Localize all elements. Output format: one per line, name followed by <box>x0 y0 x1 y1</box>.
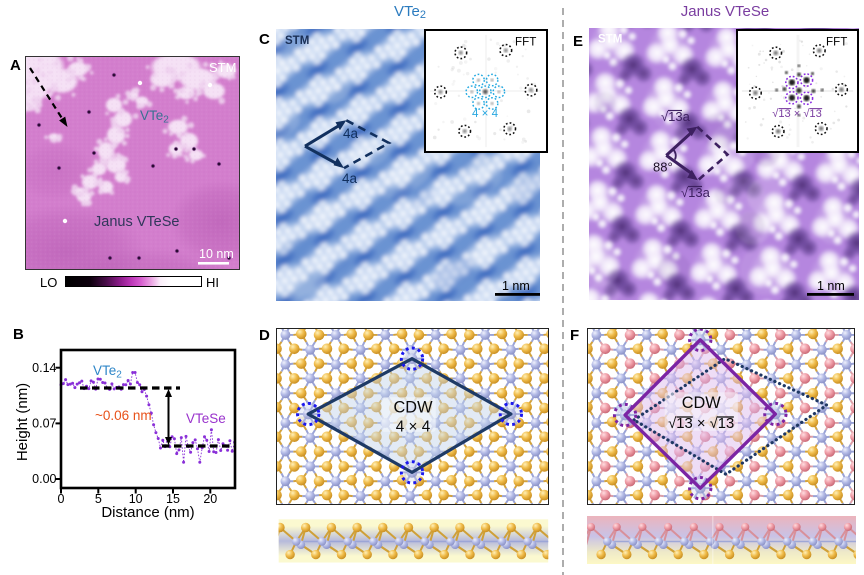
svg-text:VTeSe: VTeSe <box>186 411 226 426</box>
svg-text:Janus VTeSe: Janus VTeSe <box>94 214 179 230</box>
svg-text:1 nm: 1 nm <box>817 279 845 293</box>
svg-text:4 × 4: 4 × 4 <box>472 107 499 120</box>
svg-text:0: 0 <box>58 492 65 506</box>
svg-text:STM: STM <box>209 60 236 75</box>
svg-text:88°: 88° <box>653 160 673 175</box>
svg-text:VTe2: VTe2 <box>140 108 169 126</box>
svg-text:5: 5 <box>95 492 102 506</box>
svg-text:1 nm: 1 nm <box>502 279 530 293</box>
svg-text:√13 × √13: √13 × √13 <box>668 416 734 432</box>
svg-text:FFT: FFT <box>826 36 847 49</box>
svg-text:√13 × √13: √13 × √13 <box>772 108 822 120</box>
svg-text:20: 20 <box>203 492 217 506</box>
svg-text:15: 15 <box>166 492 180 506</box>
svg-text:STM: STM <box>285 35 309 47</box>
svg-text:4a: 4a <box>343 126 359 141</box>
svg-text:CDW: CDW <box>682 394 722 412</box>
svg-text:4 × 4: 4 × 4 <box>396 418 431 435</box>
svg-text:0.00: 0.00 <box>32 472 56 486</box>
svg-text:FFT: FFT <box>515 36 536 49</box>
svg-text:Height (nm): Height (nm) <box>14 383 31 461</box>
svg-text:CDW: CDW <box>394 399 434 417</box>
svg-text:0.14: 0.14 <box>32 361 56 375</box>
svg-text:STM: STM <box>598 34 622 46</box>
svg-text:0.07: 0.07 <box>32 417 56 431</box>
svg-text:4a: 4a <box>342 171 358 186</box>
svg-text:Distance (nm): Distance (nm) <box>101 504 194 521</box>
svg-text:√13a: √13a <box>681 185 711 200</box>
svg-text:~0.06 nm: ~0.06 nm <box>95 408 152 423</box>
svg-text:√13a: √13a <box>661 109 691 124</box>
svg-text:VTe2: VTe2 <box>93 363 122 381</box>
svg-text:10 nm: 10 nm <box>199 247 234 261</box>
svg-text:10: 10 <box>129 492 143 506</box>
